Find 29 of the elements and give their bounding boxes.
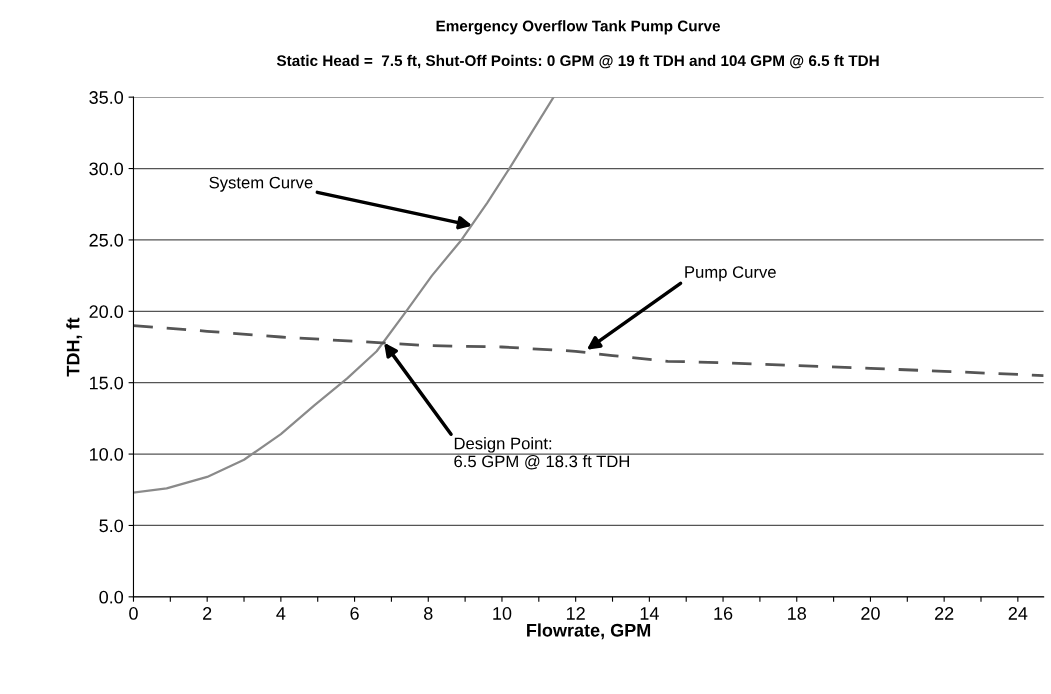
x-axis-title: Flowrate, GPM — [527, 623, 651, 640]
x-tick-label: 20 — [861, 607, 880, 620]
y-tick-label: 0.0 — [99, 590, 124, 604]
x-tick-label: 6 — [350, 607, 359, 620]
y-tick-label: 5.0 — [99, 519, 124, 533]
x-tick-label: 0 — [129, 607, 138, 620]
annotation: Pump Curve — [685, 266, 776, 282]
y-tick-label: 20.0 — [89, 305, 124, 319]
y-tick-label: 30.0 — [89, 162, 124, 176]
line-series — [133, 324, 1044, 377]
annotation: System Curve — [209, 176, 313, 192]
y-tick-label: 15.0 — [89, 376, 124, 390]
x-tick-label: 10 — [493, 607, 512, 620]
x-tick-label: 12 — [567, 607, 585, 620]
y-tick-label: 35.0 — [89, 91, 124, 104]
x-tick-label: 24 — [1008, 607, 1028, 620]
x-tick-label: 18 — [788, 607, 807, 620]
x-tick-label: 2 — [203, 607, 212, 620]
x-tick-label: 14 — [640, 607, 659, 620]
chart-subtitle: Static Head = 7.5 ft, Shut-Off Points: 0 GPM @ 19 ft TDH and 104 GPM @ 6.5 ft TDH — [276, 54, 879, 69]
y-tick-label: 25.0 — [89, 233, 124, 247]
chart-title: Emergency Overflow Tank Pump Curve — [436, 20, 721, 35]
x-tick-label: 8 — [424, 607, 433, 620]
x-tick-label: 16 — [714, 607, 733, 620]
y-tick-label: 10.0 — [89, 448, 124, 461]
x-tick-label: 22 — [935, 607, 954, 620]
y-axis-title: TDH, ft — [66, 317, 83, 377]
x-tick-label: 4 — [276, 607, 286, 620]
annotation: Design Point: 6.5 GPM @ 18.3 ft TDH — [454, 437, 629, 470]
